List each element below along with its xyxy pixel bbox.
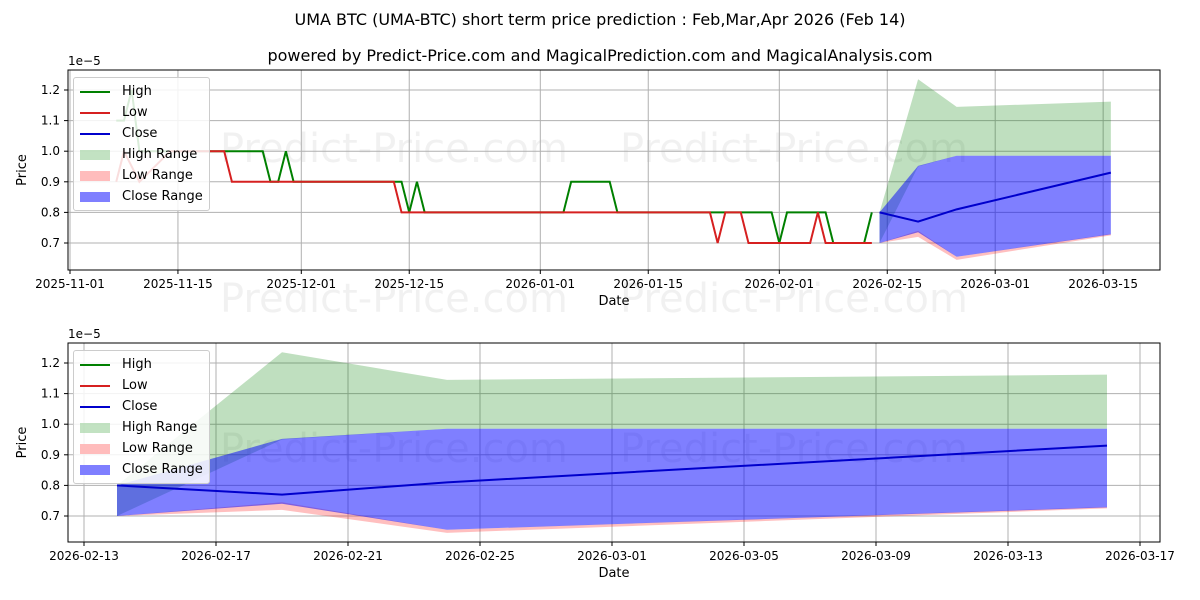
plot-frame	[67, 69, 1161, 271]
x-axis-label: Date	[598, 294, 629, 309]
close-range-band	[117, 428, 1107, 530]
x-tick-label: 2025-12-15	[374, 277, 444, 291]
x-tick-label: 2026-01-15	[613, 277, 683, 291]
legend-item-low-range: Low Range	[80, 165, 203, 186]
legend-item-low: Low	[80, 102, 203, 123]
legend-label: High	[122, 84, 152, 99]
legend-label: High Range	[122, 420, 198, 435]
legend-swatch	[80, 443, 110, 454]
legend-swatch	[80, 405, 110, 408]
x-tick-label: 2026-02-13	[49, 549, 119, 563]
legend-swatch	[80, 111, 110, 114]
watermark: Predict-Price.com	[220, 126, 568, 172]
x-tick-label: 2026-03-05	[709, 549, 779, 563]
watermark: Predict-Price.com	[620, 276, 968, 322]
legend-item-close-range: Close Range	[80, 459, 203, 480]
y-tick-label: 1.0	[41, 144, 60, 158]
x-tick-label: 2026-03-09	[841, 549, 911, 563]
x-axis-label: Date	[598, 566, 629, 581]
y-scale-label: 1e−5	[68, 327, 101, 341]
legend-label: Low	[122, 105, 148, 120]
legend-swatch	[80, 191, 110, 202]
y-tick-label: 1.1	[41, 387, 60, 401]
legend-top: High Low Close High Range Low Range Close Ran…	[73, 77, 210, 211]
legend-item-high-range: High Range	[80, 144, 203, 165]
x-tick-label: 2026-02-25	[445, 549, 515, 563]
legend-item-high: High	[80, 354, 203, 375]
high-range-band	[879, 79, 1111, 243]
x-tick-label: 2025-11-15	[143, 277, 213, 291]
legend-label: Low Range	[122, 441, 193, 456]
x-tick-label: 2025-11-01	[35, 277, 105, 291]
legend-item-high-range: High Range	[80, 417, 203, 438]
legend-item-close: Close	[80, 396, 203, 417]
high-range-band	[117, 352, 1107, 516]
legend-item-high: High	[80, 81, 203, 102]
y-tick-label: 0.8	[41, 205, 60, 219]
legend-bottom: High Low Close High Range Low Range Close Ran…	[73, 350, 210, 484]
close-line	[879, 171, 1112, 223]
legend-swatch	[80, 464, 110, 475]
x-tick-label: 2026-03-17	[1105, 549, 1175, 563]
y-tick-label: 0.7	[41, 236, 60, 250]
close-range-band	[879, 155, 1111, 257]
y-tick-label: 0.8	[41, 478, 60, 492]
y-tick-label: 1.0	[41, 417, 60, 431]
x-tick-label: 2026-03-01	[960, 277, 1030, 291]
legend-label: Close	[122, 126, 158, 141]
y-tick-label: 1.2	[41, 356, 60, 370]
legend-label: Low Range	[122, 168, 193, 183]
y-scale-label: 1e−5	[68, 54, 101, 68]
x-tick-label: 2026-01-01	[505, 277, 575, 291]
plot-frame	[67, 342, 1161, 543]
chart-title: UMA BTC (UMA-BTC) short term price predi…	[294, 10, 906, 29]
watermark: Predict-Price.com	[620, 126, 968, 172]
legend-swatch	[80, 149, 110, 160]
legend-item-low-range: Low Range	[80, 438, 203, 459]
x-tick-label: 2026-03-15	[1068, 277, 1138, 291]
y-tick-label: 0.9	[41, 448, 60, 462]
legend-swatch	[80, 422, 110, 433]
y-axis-label: Price	[15, 427, 30, 459]
x-tick-label: 2026-03-13	[973, 549, 1043, 563]
legend-item-low: Low	[80, 375, 203, 396]
legend-item-close-range: Close Range	[80, 186, 203, 207]
watermark: Predict-Price.com	[220, 276, 568, 322]
x-tick-label: 2026-02-17	[181, 549, 251, 563]
y-tick-label: 0.7	[41, 509, 60, 523]
legend-swatch	[80, 132, 110, 135]
close-line	[116, 444, 1108, 496]
legend-label: High	[122, 357, 152, 372]
y-tick-label: 1.1	[41, 114, 60, 128]
legend-label: High Range	[122, 147, 198, 162]
y-tick-label: 0.9	[41, 175, 60, 189]
legend-label: Close Range	[122, 189, 203, 204]
chart-1: Predict-Price.com Predict-Price.com Predic…	[15, 54, 1161, 322]
chart-subtitle: powered by Predict-Price.com and Magical…	[267, 46, 933, 65]
legend-swatch	[80, 384, 110, 387]
x-tick-label: 2026-02-21	[313, 549, 383, 563]
x-tick-label: 2026-03-01	[577, 549, 647, 563]
legend-swatch	[80, 363, 110, 366]
chart-2: Predict-Price.comPredict-Price.com0.70.8…	[15, 327, 1175, 581]
legend-item-close: Close	[80, 123, 203, 144]
y-tick-label: 1.2	[41, 83, 60, 97]
legend-label: Close Range	[122, 462, 203, 477]
x-tick-label: 2026-02-15	[852, 277, 922, 291]
x-tick-label: 2026-02-01	[744, 277, 814, 291]
y-axis-label: Price	[15, 154, 30, 186]
legend-swatch	[80, 90, 110, 93]
legend-swatch	[80, 170, 110, 181]
legend-label: Close	[122, 399, 158, 414]
x-tick-label: 2025-12-01	[266, 277, 336, 291]
legend-label: Low	[122, 378, 148, 393]
